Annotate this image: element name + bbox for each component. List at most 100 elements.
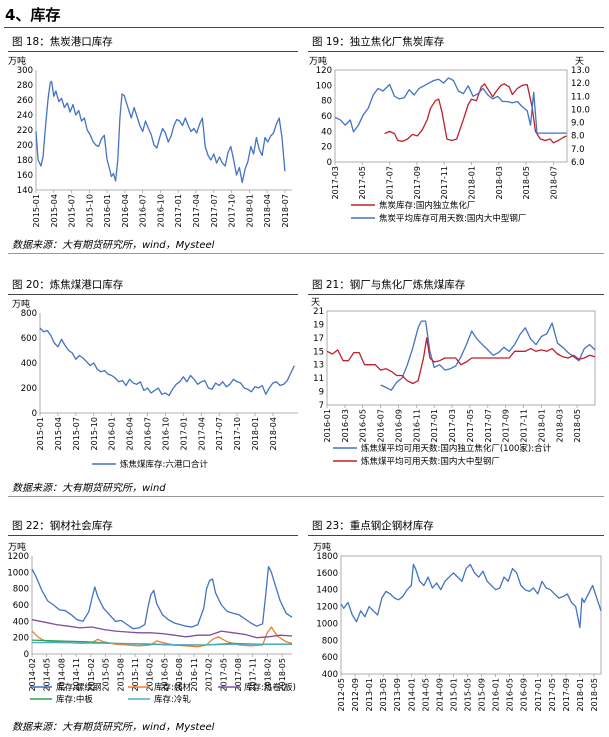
series-line (340, 563, 602, 629)
title-rule (8, 535, 298, 536)
x-tick-label: 2014-08 (57, 658, 66, 691)
y-axis-unit: 万吨 (313, 541, 331, 553)
x-tick-label: 2017-07 (215, 417, 224, 450)
x-tick-label: 2016-05 (506, 678, 515, 711)
chart-key-mill-steel-inventory: 万吨 400 600 800 1000 1200 1400 1600 1800 2012-05 20… (313, 541, 602, 711)
x-tick-label: 2018-05 (573, 409, 582, 442)
x-tick-label: 2015-01 (449, 678, 458, 711)
plot-frame (340, 555, 602, 675)
y-tick-label: 0 (24, 650, 29, 660)
y-tick-label: 200 (21, 384, 37, 394)
title-rule (8, 51, 298, 52)
x-tick-label: 2016-01 (108, 417, 117, 450)
x-tick-label: 2017-04 (192, 194, 201, 227)
legend-label: 焦炭库存:国内独立焦化厂 (379, 200, 475, 211)
y-tick-label: 220 (17, 126, 33, 136)
x-tick-label: 2012-05 (337, 678, 346, 711)
y-tick-label: 17 (313, 334, 324, 344)
x-tick-label: 2015-08 (116, 658, 125, 691)
x-tick-label: 2017-02 (205, 658, 214, 691)
x-tick-label: 2018-05 (278, 658, 287, 691)
y-tick-label-right: 11.0 (571, 92, 590, 102)
y-tick-label: 0 (32, 409, 37, 419)
x-tick-label: 2018-07 (549, 166, 558, 199)
chart-independent-coking-coke-inventory: 万吨 天 0 20 40 60 80 100 120 6.0 7.0 8.0 9.0 10.0 11.0 12… (309, 55, 590, 224)
chart-coking-coal-port-inventory: 万吨 0 200 400 600 800 2015-01 2015-04 2015-07 2015… (12, 298, 298, 470)
legend-label: 库存:螺纹钢 (56, 682, 101, 693)
series-line (380, 320, 596, 391)
chart-title-22: 图 22：钢材社会库存 (12, 520, 113, 532)
y-tick-label-right: 13.0 (571, 66, 590, 76)
y-tick-label: 600 (322, 653, 338, 663)
x-tick-label: 2015-05 (102, 658, 111, 691)
chart-title-20: 图 20：炼焦煤港口库存 (12, 279, 124, 291)
y-tick-label: 1000 (7, 568, 29, 578)
x-tick-label: 2018-01 (576, 678, 585, 711)
x-tick-label: 2015-02 (87, 658, 96, 691)
y-axis-unit-right: 天 (575, 57, 584, 67)
x-tick-label: 2018-01 (251, 417, 260, 450)
x-tick-label: 2018-01 (537, 409, 546, 442)
x-tick-label: 2015-10 (90, 417, 99, 450)
x-tick-label: 2014-01 (407, 678, 416, 711)
chart-title-23: 图 23：重点钢企钢材库存 (312, 520, 434, 532)
x-tick-label: 2016-11 (412, 409, 421, 442)
x-tick-label: 2016-08 (175, 658, 184, 691)
y-axis-unit: 万吨 (12, 298, 30, 310)
x-tick-label: 2016-10 (156, 194, 165, 227)
x-tick-label: 2016-07 (139, 194, 148, 227)
x-tick-label: 2017-11 (519, 409, 528, 442)
x-tick-label: 2017-03 (448, 409, 457, 442)
x-tick-label: 2018-01 (245, 194, 254, 227)
y-tick-label: 400 (322, 670, 338, 680)
x-tick-label: 2014-05 (421, 678, 430, 711)
chart-title-21: 图 21：钢厂与焦化厂炼焦煤库存 (312, 279, 466, 291)
y-tick-label-right: 8.0 (571, 132, 585, 142)
title-rule (308, 535, 604, 536)
series-line (31, 619, 293, 639)
x-tick-label: 2018-01 (467, 166, 476, 199)
y-tick-label: 600 (21, 334, 37, 344)
x-tick-label: 2012-09 (351, 678, 360, 711)
x-tick-label: 2017-01 (430, 409, 439, 442)
x-tick-label: 2014-05 (43, 658, 52, 691)
x-tick-label: 2018-05 (522, 166, 531, 199)
x-tick-label: 2017-09 (562, 678, 571, 711)
x-tick-label: 2013-05 (379, 678, 388, 711)
series-line (384, 83, 567, 144)
chart-coking-coal-days: 天 7 9 11 13 15 17 19 21 2016-01 2016-03 2016-05 2016… (311, 298, 596, 467)
row-divider (8, 496, 604, 497)
y-tick-label: 260 (17, 96, 33, 106)
y-axis-unit: 万吨 (8, 55, 26, 67)
series-line (31, 565, 293, 630)
section-divider (4, 27, 604, 28)
y-tick-label: 120 (316, 66, 332, 76)
y-tick-label: 0 (327, 158, 332, 168)
x-tick-label: 2016-11 (190, 658, 199, 691)
y-tick-label: 280 (17, 81, 33, 91)
y-tick-label: 80 (321, 97, 332, 107)
y-tick-label: 1000 (316, 619, 338, 629)
y-tick-label: 21 (313, 307, 324, 317)
x-tick-label: 2018-03 (555, 409, 564, 442)
title-rule (8, 294, 298, 295)
x-tick-label: 2017-09 (502, 409, 511, 442)
y-tick-label-right: 6.0 (571, 158, 585, 168)
y-tick-label: 160 (17, 171, 33, 181)
y-axis-unit: 天 (311, 298, 320, 308)
x-tick-label: 2018-03 (495, 166, 504, 199)
y-tick-label: 15 (313, 347, 324, 357)
y-tick-label: 19 (313, 320, 324, 330)
y-tick-label: 240 (17, 111, 33, 121)
y-axis-unit: 万吨 (309, 55, 327, 67)
x-tick-label: 2017-10 (233, 417, 242, 450)
x-tick-label: 2017-01 (179, 417, 188, 450)
y-tick-label: 20 (321, 143, 332, 153)
y-tick-label: 40 (321, 127, 332, 137)
x-tick-label: 2017-01 (534, 678, 543, 711)
y-tick-label: 200 (17, 141, 33, 151)
x-tick-label: 2014-09 (435, 678, 444, 711)
source-note-2: 数据来源：大有期货研究所，wind (12, 483, 166, 494)
x-tick-label: 2016-04 (126, 417, 135, 450)
x-tick-label: 2016-10 (161, 417, 170, 450)
